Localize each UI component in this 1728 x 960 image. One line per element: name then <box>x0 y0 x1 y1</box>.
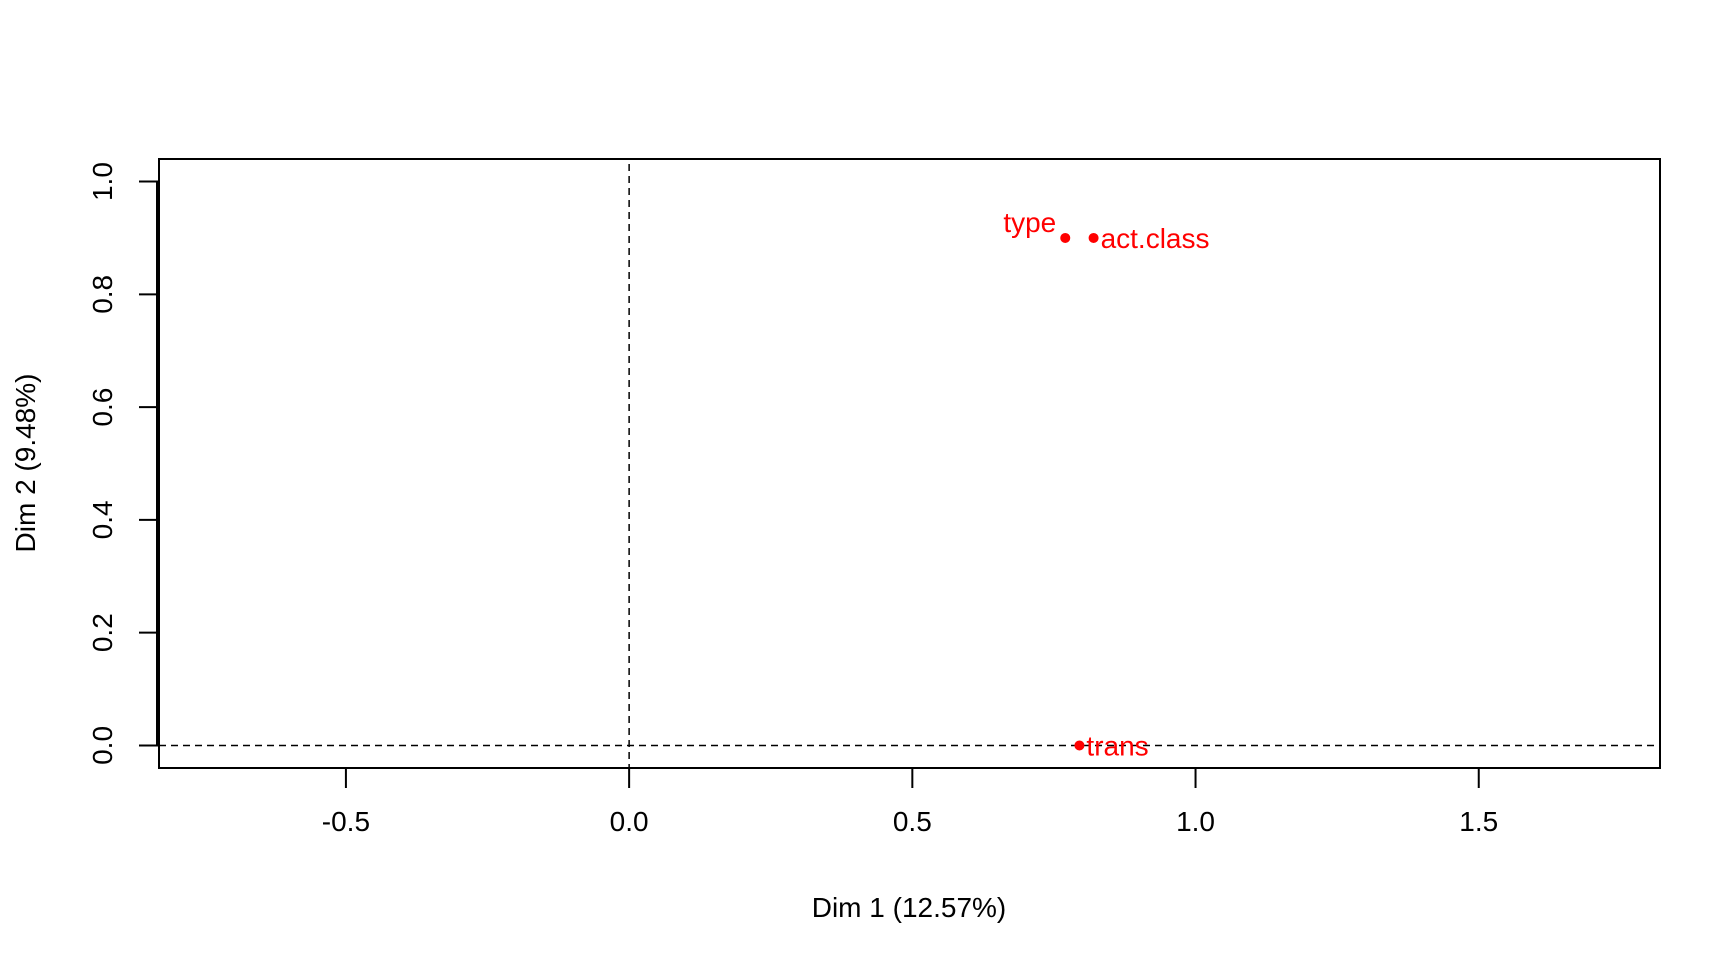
y-tick-label: 0.6 <box>87 388 118 427</box>
plot-frame <box>158 158 1661 769</box>
point-label: trans <box>1086 730 1148 761</box>
y-axis-title: Dim 2 (9.48%) <box>10 374 41 553</box>
x-axis-title: Dim 1 (12.57%) <box>812 892 1007 923</box>
x-tick-label: -0.5 <box>322 806 370 837</box>
y-tick-label: 0.8 <box>87 275 118 314</box>
x-tick-label: 1.0 <box>1176 806 1215 837</box>
point-label: act.class <box>1101 223 1210 254</box>
y-tick-label: 1.0 <box>87 162 118 201</box>
y-tick-label: 0.2 <box>87 613 118 652</box>
point-type <box>1060 232 1071 243</box>
y-tick-label: 0.0 <box>87 726 118 765</box>
x-tick-label: 0.0 <box>610 806 649 837</box>
y-axis: 0.0 0.2 0.4 0.6 0.8 1.0 <box>87 162 159 765</box>
y-tick-label: 0.4 <box>87 500 118 539</box>
point-trans <box>1074 740 1085 751</box>
point-act.class <box>1088 232 1099 243</box>
x-axis: -0.5 0.0 0.5 1.0 1.5 <box>322 767 1498 837</box>
point-label: type <box>1003 207 1056 238</box>
points-layer: type act.class trans <box>1003 207 1209 762</box>
x-tick-label: 0.5 <box>893 806 932 837</box>
x-tick-label: 1.5 <box>1459 806 1498 837</box>
